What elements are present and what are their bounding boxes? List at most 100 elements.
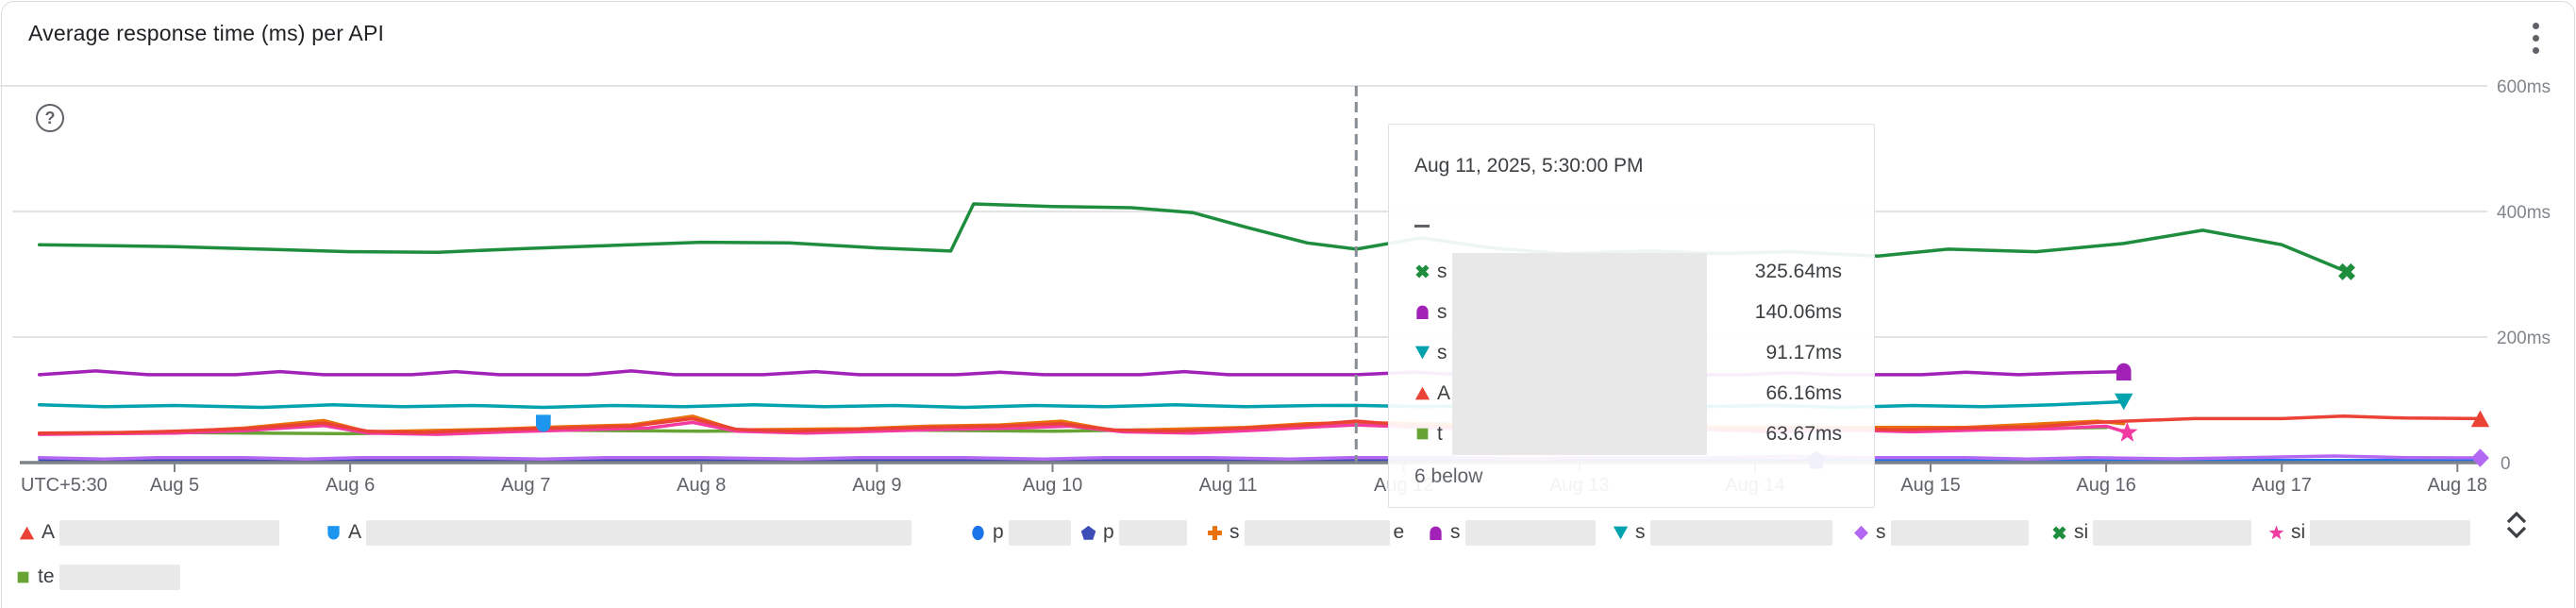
shield-marker-icon <box>327 525 340 539</box>
series-end-marker-teal_triangle-shape <box>2114 393 2133 411</box>
tooltip-timestamp: Aug 11, 2025, 5:30:00 PM <box>1414 155 1644 177</box>
redacted-label <box>1890 519 2029 546</box>
x-marker-icon <box>2051 525 2067 541</box>
series-end-marker-violet_s <box>2471 448 2489 467</box>
y-axis-label-0: 0 <box>2501 454 2511 474</box>
legend-label-prefix: s <box>1876 521 1886 543</box>
legend-label-suffix: e <box>1393 521 1405 543</box>
legend-label-prefix: p <box>1103 521 1114 543</box>
tooltip-series-value: 140.06ms <box>1754 300 1842 323</box>
series-line-violet_s <box>37 454 2483 462</box>
redacted-label <box>1244 519 1390 546</box>
legend-item-7[interactable]: s <box>1613 518 1832 547</box>
legend-item-10[interactable]: si <box>2268 518 2471 547</box>
tooltip-series-value: 66.16ms <box>1765 381 1842 404</box>
tooltip-series-label-prefix: s <box>1437 341 1447 363</box>
legend-label-prefix: si <box>2291 521 2306 543</box>
arch-marker-icon <box>1430 526 1442 540</box>
chevron-up-icon <box>2506 511 2527 524</box>
diamond-marker-icon <box>1854 525 1868 540</box>
kebab-dot <box>2532 22 2539 29</box>
redacted-label <box>1464 519 1596 546</box>
x-axis-label-Aug 7: Aug 7 <box>501 475 550 496</box>
tooltip-rows: s 325.64ms s 140.06ms s 91.17ms A 66.16ms t 63.67… <box>1389 251 1874 454</box>
y-axis-label-400ms: 400ms <box>2497 203 2551 223</box>
triangle-up-marker-icon <box>1414 385 1430 401</box>
star-marker-icon <box>2268 525 2284 541</box>
tooltip-row-1: s 325.64ms <box>1389 251 1874 292</box>
legend-item-2[interactable]: A <box>326 518 912 547</box>
square-marker-icon <box>17 571 29 583</box>
series-line-green_x <box>37 202 2349 274</box>
x-axis-label-Aug 9: Aug 9 <box>852 475 901 496</box>
legend-scroll-button[interactable] <box>2501 508 2533 542</box>
hover-tooltip: Aug 11, 2025, 5:30:00 PM s 325.64ms s 140.0… <box>1388 124 1875 508</box>
tooltip-series-value: 325.64ms <box>1754 260 1842 282</box>
triangle-down-marker-icon <box>1414 346 1430 360</box>
more-options-button[interactable] <box>2521 15 2550 60</box>
tooltip-separator-dash <box>1414 225 1430 228</box>
legend-item-8[interactable]: s <box>1853 518 2029 547</box>
tooltip-series-value: 63.67ms <box>1765 422 1842 445</box>
redacted-label <box>59 564 180 590</box>
tooltip-series-label-prefix: s <box>1437 260 1447 282</box>
circle-marker-icon <box>970 525 986 541</box>
star-marker-icon <box>2268 525 2284 539</box>
shield-marker-icon <box>326 525 342 541</box>
series-end-marker-teal_triangle <box>2114 393 2133 411</box>
plus-marker-icon <box>1208 525 1222 540</box>
tooltip-row-5: t 63.67ms <box>1389 414 1874 454</box>
tooltip-more-count: 6 below <box>1414 465 1483 487</box>
tooltip-series-label-prefix: A <box>1437 381 1451 404</box>
legend-item-3[interactable]: p <box>970 518 1071 547</box>
y-axis-label-600ms: 600ms <box>2497 77 2551 97</box>
series-end-marker-violet_s-shape <box>2471 448 2489 467</box>
legend-item-11[interactable]: te <box>15 563 180 591</box>
series-end-marker-purple_arch-shape <box>2116 363 2132 381</box>
redacted-label <box>1008 519 1071 546</box>
arch-marker-icon <box>1416 305 1429 319</box>
triangle-down-marker-icon <box>1414 345 1430 361</box>
triangle-up-marker-icon <box>19 525 35 541</box>
legend-item-4[interactable]: p <box>1080 518 1187 547</box>
tooltip-row-3: s 91.17ms <box>1389 332 1874 373</box>
x-marker-icon <box>1415 264 1430 279</box>
x-axis-label-Aug 17: Aug 17 <box>2252 475 2312 496</box>
x-axis-label-Aug 8: Aug 8 <box>677 475 726 496</box>
tooltip-row-2: s 140.06ms <box>1389 292 1874 332</box>
legend-label-prefix: s <box>1229 521 1240 543</box>
redacted-label <box>1118 519 1187 546</box>
legend-label-prefix: s <box>1450 521 1461 543</box>
series-end-marker-blue_shield-shape <box>535 414 551 432</box>
help-icon[interactable]: ? <box>36 104 64 132</box>
redacted-label <box>59 519 280 546</box>
tooltip-row-4: A 66.16ms <box>1389 373 1874 414</box>
kebab-dot <box>2532 46 2539 54</box>
x-axis-label-Aug 11: Aug 11 <box>1199 475 1258 496</box>
redacted-label <box>1649 519 1832 546</box>
y-axis-label-200ms: 200ms <box>2497 329 2551 348</box>
x-marker-icon <box>2052 525 2066 540</box>
legend-label-prefix: A <box>348 521 362 543</box>
square-marker-icon <box>1416 428 1429 440</box>
page-title: Average response time (ms) per API <box>28 21 385 45</box>
diamond-marker-icon <box>1853 525 1869 541</box>
series-end-marker-red_triangle <box>2470 410 2490 428</box>
legend-item-6[interactable]: s <box>1428 518 1596 547</box>
arch-marker-icon <box>1414 304 1430 320</box>
redacted-label-block <box>1452 253 1707 455</box>
legend-item-1[interactable]: A <box>19 518 280 547</box>
series-end-marker-green_x <box>2338 262 2356 280</box>
series-end-marker-pink_star-shape <box>2116 421 2138 442</box>
triangle-up-marker-icon <box>19 526 35 539</box>
legend-item-9[interactable]: si <box>2051 518 2252 547</box>
x-axis-label-Aug 18: Aug 18 <box>2428 475 2487 496</box>
redacted-label <box>2310 519 2471 546</box>
triangle-down-marker-icon <box>1613 526 1629 539</box>
triangle-down-marker-icon <box>1613 525 1629 541</box>
redacted-label <box>2093 519 2252 546</box>
series-end-marker-purple_arch <box>2116 363 2132 381</box>
